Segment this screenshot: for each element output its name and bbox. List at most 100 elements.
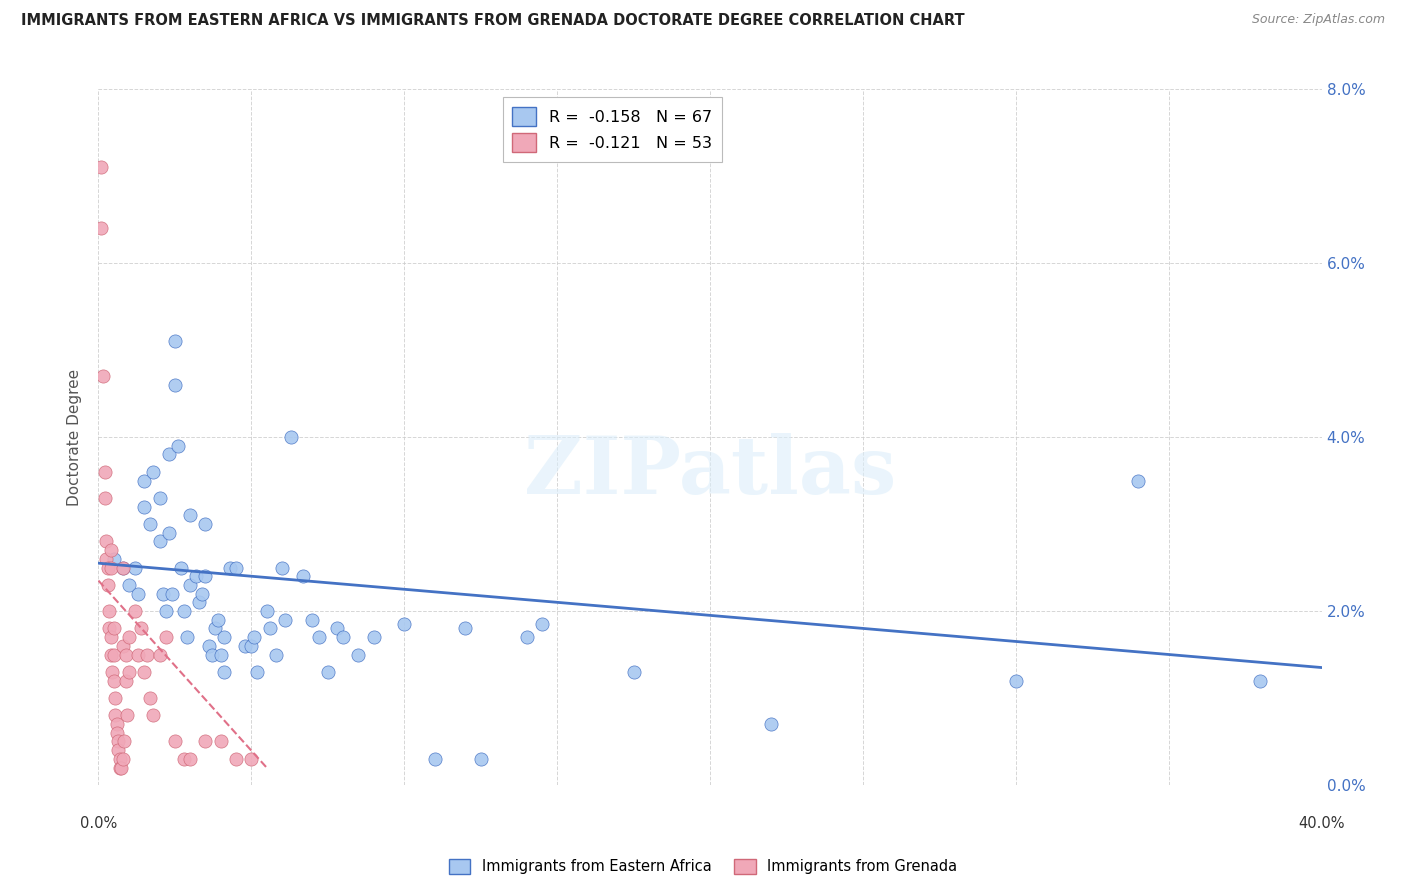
Point — [194, 734, 217, 748]
Point — [111, 752, 134, 766]
Point — [115, 673, 138, 688]
Point — [246, 665, 269, 679]
Point — [118, 630, 141, 644]
Point — [134, 665, 156, 679]
Legend: R =  -0.158   N = 67, R =  -0.121   N = 53: R = -0.158 N = 67, R = -0.121 N = 53 — [503, 97, 721, 161]
Point — [212, 665, 235, 679]
Point — [326, 621, 349, 635]
Point — [470, 752, 492, 766]
Point — [280, 430, 302, 444]
Point — [127, 587, 149, 601]
Point — [316, 665, 339, 679]
Point — [103, 621, 125, 635]
Point — [98, 604, 121, 618]
Point — [197, 639, 219, 653]
Point — [90, 221, 112, 235]
Point — [200, 648, 222, 662]
Point — [163, 334, 186, 349]
Point — [134, 500, 156, 514]
Point — [454, 621, 477, 635]
Point — [111, 560, 134, 574]
Point — [301, 613, 323, 627]
Point — [103, 648, 125, 662]
Point — [111, 560, 134, 574]
Point — [163, 378, 186, 392]
Point — [124, 604, 146, 618]
Point — [204, 621, 226, 635]
Point — [124, 560, 146, 574]
Point — [101, 665, 124, 679]
Point — [225, 560, 247, 574]
Text: IMMIGRANTS FROM EASTERN AFRICA VS IMMIGRANTS FROM GRENADA DOCTORATE DEGREE CORRE: IMMIGRANTS FROM EASTERN AFRICA VS IMMIGR… — [21, 13, 965, 29]
Point — [179, 578, 201, 592]
Point — [212, 630, 235, 644]
Point — [761, 717, 783, 731]
Point — [97, 578, 120, 592]
Point — [1250, 673, 1272, 688]
Point — [111, 639, 134, 653]
Point — [118, 665, 141, 679]
Point — [129, 621, 152, 635]
Point — [117, 708, 139, 723]
Point — [104, 708, 127, 723]
Point — [108, 752, 131, 766]
Point — [623, 665, 645, 679]
Point — [179, 752, 201, 766]
Text: ZIPatlas: ZIPatlas — [524, 433, 896, 511]
Point — [149, 534, 172, 549]
Point — [170, 560, 193, 574]
Point — [118, 578, 141, 592]
Point — [100, 560, 122, 574]
Point — [173, 604, 195, 618]
Point — [157, 447, 180, 462]
Point — [139, 516, 162, 531]
Legend: Immigrants from Eastern Africa, Immigrants from Grenada: Immigrants from Eastern Africa, Immigran… — [443, 853, 963, 880]
Point — [103, 673, 125, 688]
Point — [105, 717, 128, 731]
Y-axis label: Doctorate Degree: Doctorate Degree — [67, 368, 83, 506]
Point — [194, 516, 217, 531]
Point — [308, 630, 330, 644]
Point — [149, 648, 172, 662]
Point — [292, 569, 315, 583]
Text: Source: ZipAtlas.com: Source: ZipAtlas.com — [1251, 13, 1385, 27]
Point — [155, 630, 177, 644]
Point — [152, 587, 174, 601]
Point — [240, 639, 263, 653]
Point — [256, 604, 278, 618]
Point — [134, 474, 156, 488]
Point — [93, 465, 115, 479]
Point — [194, 569, 217, 583]
Text: 0.0%: 0.0% — [80, 816, 117, 831]
Point — [240, 752, 263, 766]
Point — [142, 708, 165, 723]
Point — [186, 569, 208, 583]
Point — [516, 630, 538, 644]
Point — [98, 621, 121, 635]
Point — [104, 690, 127, 705]
Point — [209, 734, 232, 748]
Point — [103, 551, 125, 566]
Point — [1004, 673, 1026, 688]
Point — [270, 560, 294, 574]
Point — [188, 595, 211, 609]
Point — [163, 734, 186, 748]
Point — [392, 617, 416, 632]
Point — [127, 648, 149, 662]
Point — [264, 648, 287, 662]
Text: 40.0%: 40.0% — [1298, 816, 1346, 831]
Point — [157, 525, 180, 540]
Point — [139, 690, 162, 705]
Point — [1128, 474, 1150, 488]
Point — [94, 534, 117, 549]
Point — [233, 639, 256, 653]
Point — [363, 630, 385, 644]
Point — [259, 621, 281, 635]
Point — [107, 743, 129, 757]
Point — [530, 617, 553, 632]
Point — [100, 630, 122, 644]
Point — [100, 543, 122, 558]
Point — [423, 752, 446, 766]
Point — [225, 752, 247, 766]
Point — [142, 465, 165, 479]
